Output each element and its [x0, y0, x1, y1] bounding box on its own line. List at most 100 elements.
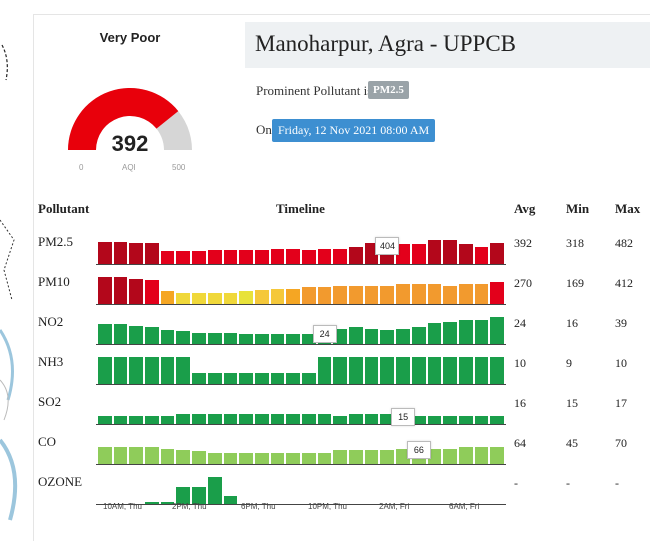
timeline-bar[interactable] — [145, 447, 159, 464]
timeline-bar[interactable] — [254, 290, 269, 304]
timeline-bar[interactable] — [490, 416, 504, 424]
timeline-bar[interactable] — [176, 450, 191, 464]
timeline-bar[interactable] — [349, 327, 363, 344]
timeline-bar[interactable] — [176, 357, 191, 384]
timeline-bar[interactable] — [176, 293, 191, 304]
timeline-bar[interactable] — [317, 414, 332, 424]
timeline-bar[interactable] — [411, 244, 426, 264]
timeline-bar[interactable] — [270, 249, 285, 264]
timeline-bar[interactable] — [427, 357, 442, 384]
timeline-bar[interactable] — [458, 447, 473, 464]
timeline-bar[interactable] — [427, 323, 442, 344]
timeline-bar[interactable] — [396, 244, 410, 264]
timeline-bar[interactable] — [364, 414, 379, 424]
timeline-bar[interactable] — [380, 450, 395, 464]
timeline-bar[interactable] — [286, 334, 300, 344]
timeline-bar[interactable] — [349, 286, 363, 304]
timeline-bar[interactable] — [380, 330, 395, 344]
timeline-bar[interactable] — [145, 280, 159, 304]
timeline-bar[interactable] — [270, 373, 285, 384]
timeline-bar[interactable] — [427, 240, 442, 264]
timeline-bar[interactable] — [333, 357, 348, 384]
timeline-bar[interactable] — [160, 330, 175, 344]
timeline-bar[interactable] — [364, 286, 379, 304]
timeline-bar[interactable] — [207, 477, 222, 504]
timeline-bar[interactable] — [490, 243, 504, 264]
timeline-bar[interactable] — [396, 284, 410, 304]
timeline-bar[interactable] — [364, 243, 379, 264]
timeline-bar[interactable] — [223, 496, 238, 504]
timeline-bar[interactable] — [302, 373, 316, 384]
timeline-bar[interactable] — [458, 244, 473, 264]
timeline-bar[interactable] — [98, 324, 112, 344]
timeline-bar[interactable] — [380, 414, 395, 424]
timeline-bar[interactable] — [317, 453, 332, 464]
timeline-bar[interactable] — [160, 502, 175, 504]
timeline-bar[interactable] — [192, 451, 206, 464]
timeline-bar[interactable] — [380, 357, 395, 384]
timeline-bar[interactable] — [98, 277, 112, 304]
timeline-bar[interactable] — [223, 373, 238, 384]
timeline-bar[interactable] — [160, 251, 175, 264]
timeline-bar[interactable] — [192, 251, 206, 264]
timeline-bar[interactable] — [223, 453, 238, 464]
timeline-bar[interactable] — [129, 279, 144, 304]
timeline-bar[interactable] — [270, 334, 285, 344]
timeline-bar[interactable] — [443, 449, 457, 464]
timeline-bar[interactable] — [302, 287, 316, 304]
timeline-bar[interactable] — [333, 450, 348, 464]
timeline-bar[interactable] — [223, 414, 238, 424]
timeline-bar[interactable] — [192, 293, 206, 304]
timeline-bar[interactable] — [254, 334, 269, 344]
timeline-bar[interactable] — [239, 414, 253, 424]
timeline-bar[interactable] — [145, 243, 159, 264]
timeline-bar[interactable] — [270, 289, 285, 304]
timeline-bar[interactable] — [192, 414, 206, 424]
timeline-bar[interactable] — [286, 289, 300, 304]
timeline-bar[interactable] — [427, 416, 442, 424]
timeline-bar[interactable] — [474, 247, 489, 264]
timeline-bar[interactable] — [411, 416, 426, 424]
timeline-bar[interactable] — [474, 416, 489, 424]
timeline-bar[interactable] — [302, 414, 316, 424]
timeline-bar[interactable] — [443, 240, 457, 264]
timeline-bar[interactable] — [443, 416, 457, 424]
timeline-bar[interactable] — [223, 250, 238, 264]
timeline-bar[interactable] — [192, 333, 206, 344]
timeline-bar[interactable] — [396, 329, 410, 344]
timeline-bar[interactable] — [396, 449, 410, 464]
timeline-bar[interactable] — [333, 286, 348, 304]
timeline-bar[interactable] — [239, 373, 253, 384]
timeline-bar[interactable] — [223, 333, 238, 344]
timeline-bar[interactable] — [490, 282, 504, 304]
timeline-bar[interactable] — [286, 453, 300, 464]
timeline-bar[interactable] — [364, 329, 379, 344]
timeline-bar[interactable] — [317, 287, 332, 304]
timeline-bar[interactable] — [411, 327, 426, 344]
timeline-bar[interactable] — [239, 291, 253, 304]
timeline-bar[interactable] — [176, 414, 191, 424]
timeline-bar[interactable] — [207, 414, 222, 424]
timeline-bar[interactable] — [145, 327, 159, 344]
timeline-bar[interactable] — [176, 331, 191, 344]
timeline-bar[interactable] — [254, 250, 269, 264]
timeline-bar[interactable] — [427, 449, 442, 464]
timeline-bar[interactable] — [317, 249, 332, 264]
timeline-bar[interactable] — [458, 357, 473, 384]
timeline-bar[interactable] — [317, 357, 332, 384]
timeline-bar[interactable] — [160, 357, 175, 384]
timeline-bar[interactable] — [286, 249, 300, 264]
timeline-bar[interactable] — [458, 320, 473, 344]
timeline-bar[interactable] — [490, 317, 504, 344]
timeline-bar[interactable] — [443, 286, 457, 304]
timeline-bar[interactable] — [145, 357, 159, 384]
timeline-bar[interactable] — [160, 416, 175, 424]
timeline-bar[interactable] — [160, 449, 175, 464]
timeline-bar[interactable] — [302, 334, 316, 344]
timeline-bar[interactable] — [396, 357, 410, 384]
timeline-bar[interactable] — [443, 322, 457, 344]
timeline-bar[interactable] — [254, 414, 269, 424]
timeline-bar[interactable] — [207, 293, 222, 304]
timeline-bar[interactable] — [113, 416, 128, 424]
timeline-bar[interactable] — [474, 447, 489, 464]
